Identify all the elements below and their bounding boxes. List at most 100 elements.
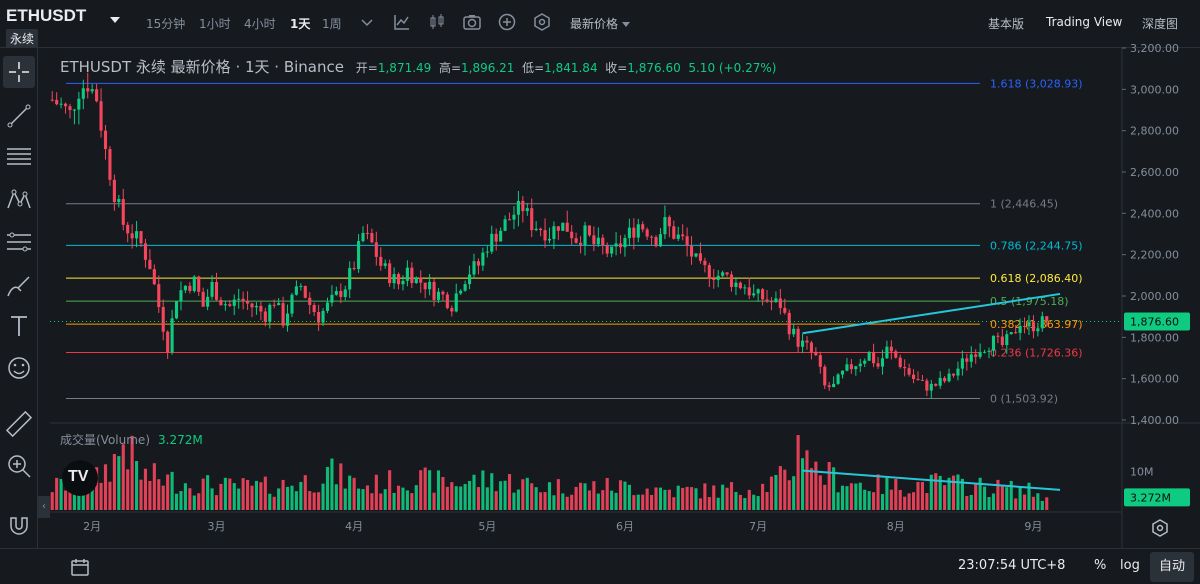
volume-bar: [872, 492, 876, 510]
tab-1d[interactable]: 1天: [290, 17, 311, 31]
collapse-toolbar-button[interactable]: ‹: [38, 496, 50, 518]
volume-bar: [778, 466, 782, 510]
candle-body: [667, 217, 671, 227]
open-label: 开=: [355, 61, 378, 75]
candle-body: [951, 373, 956, 376]
volume-bar: [450, 482, 454, 510]
volume-bar: [490, 473, 494, 510]
close-value: 1,876.60: [627, 61, 681, 75]
camera-icon[interactable]: [462, 12, 482, 32]
magnet-icon[interactable]: [3, 508, 35, 540]
volume-bar: [836, 492, 840, 510]
volume-bar: [281, 479, 285, 510]
candle-body: [55, 99, 59, 105]
log-toggle[interactable]: log: [1120, 558, 1140, 573]
volume-bar: [1031, 496, 1035, 510]
candle-body: [237, 298, 241, 300]
volume-bar: [889, 489, 893, 510]
volume-bar: [210, 488, 214, 510]
volume-bar: [978, 477, 982, 510]
emoji-icon[interactable]: [3, 352, 35, 384]
text-icon[interactable]: [3, 310, 35, 342]
candle-body: [294, 286, 298, 295]
volume-bar: [383, 489, 387, 510]
volume-bar: [330, 458, 334, 510]
candle-style-icon[interactable]: [427, 12, 447, 32]
pattern-icon[interactable]: [3, 184, 35, 216]
tab-1w[interactable]: 1周: [322, 17, 342, 31]
tab-tradingview[interactable]: Trading View: [1046, 15, 1123, 29]
volume-bar: [943, 485, 947, 510]
volume-bar: [352, 477, 356, 510]
volume-bar: [259, 482, 263, 510]
candle-body: [743, 287, 747, 289]
volume-bar: [867, 491, 871, 510]
volume-bar: [698, 498, 702, 510]
ruler-icon[interactable]: [3, 408, 35, 440]
tab-1h[interactable]: 1小时: [199, 17, 231, 31]
candle-body: [50, 99, 54, 101]
candle-body: [965, 358, 969, 362]
fib-icon[interactable]: [3, 226, 35, 258]
tab-15m[interactable]: 15分钟: [146, 17, 186, 31]
volume-bar: [672, 497, 676, 510]
chevron-down-icon[interactable]: [110, 17, 120, 23]
volume-bar: [543, 492, 547, 510]
horizontal-lines-icon[interactable]: [3, 140, 35, 172]
low-label: 低=: [522, 61, 545, 75]
plus-circle-icon[interactable]: [497, 12, 517, 32]
candle-body: [68, 106, 72, 111]
volume-bar: [423, 467, 427, 510]
candle-body: [121, 199, 125, 225]
volume-value: 3.272M: [158, 433, 203, 447]
volume-bar: [561, 493, 565, 510]
candle-body: [547, 238, 552, 241]
volume-bar: [929, 474, 933, 510]
axis-settings-icon[interactable]: [1150, 518, 1170, 538]
zoom-in-icon[interactable]: [3, 450, 35, 482]
auto-scale-button[interactable]: 自动: [1150, 552, 1194, 582]
candle-body: [561, 222, 565, 231]
volume-bar: [547, 482, 552, 510]
clock-readout[interactable]: 23:07:54 UTC+8: [958, 558, 1066, 573]
candle-body: [174, 301, 179, 319]
tab-4h[interactable]: 4小时: [244, 17, 276, 31]
price-type-select[interactable]: 最新价格: [570, 15, 631, 32]
volume-bar: [632, 495, 636, 510]
candle-body: [170, 318, 174, 353]
tab-basic[interactable]: 基本版: [988, 17, 1025, 31]
candle-body: [756, 289, 760, 294]
trend-line-icon[interactable]: [3, 100, 35, 132]
volume-bar: [951, 475, 956, 510]
candle-body: [556, 226, 560, 231]
candle-body: [925, 380, 929, 391]
volume-bar: [996, 479, 1000, 510]
time-tick-label: 7月: [749, 520, 767, 533]
date-range-icon[interactable]: [70, 557, 90, 577]
percent-toggle[interactable]: %: [1094, 558, 1107, 573]
chevron-down-icon[interactable]: [357, 12, 377, 32]
symbol-title[interactable]: ETHUSDT: [6, 6, 87, 25]
volume-bar: [863, 489, 867, 510]
volume-bar: [849, 483, 853, 510]
tab-depth[interactable]: 深度图: [1142, 17, 1179, 31]
crosshair-icon[interactable]: [3, 56, 35, 88]
volume-bar: [503, 480, 507, 510]
candle-body: [823, 366, 827, 386]
volume-bar: [530, 483, 534, 510]
candle-body: [401, 280, 405, 285]
volume-bar: [63, 490, 68, 510]
candle-body: [969, 354, 973, 362]
candle-body: [72, 109, 76, 111]
brush-icon[interactable]: [3, 270, 35, 302]
volume-bar: [436, 470, 441, 510]
candle-body: [911, 374, 916, 379]
candle-body: [263, 311, 267, 322]
candle-body: [836, 374, 840, 384]
volume-bar: [761, 483, 765, 510]
volume-bar: [769, 476, 774, 510]
indicators-icon[interactable]: [392, 12, 412, 32]
settings-hex-icon[interactable]: [532, 12, 552, 32]
volume-bar: [587, 490, 591, 510]
